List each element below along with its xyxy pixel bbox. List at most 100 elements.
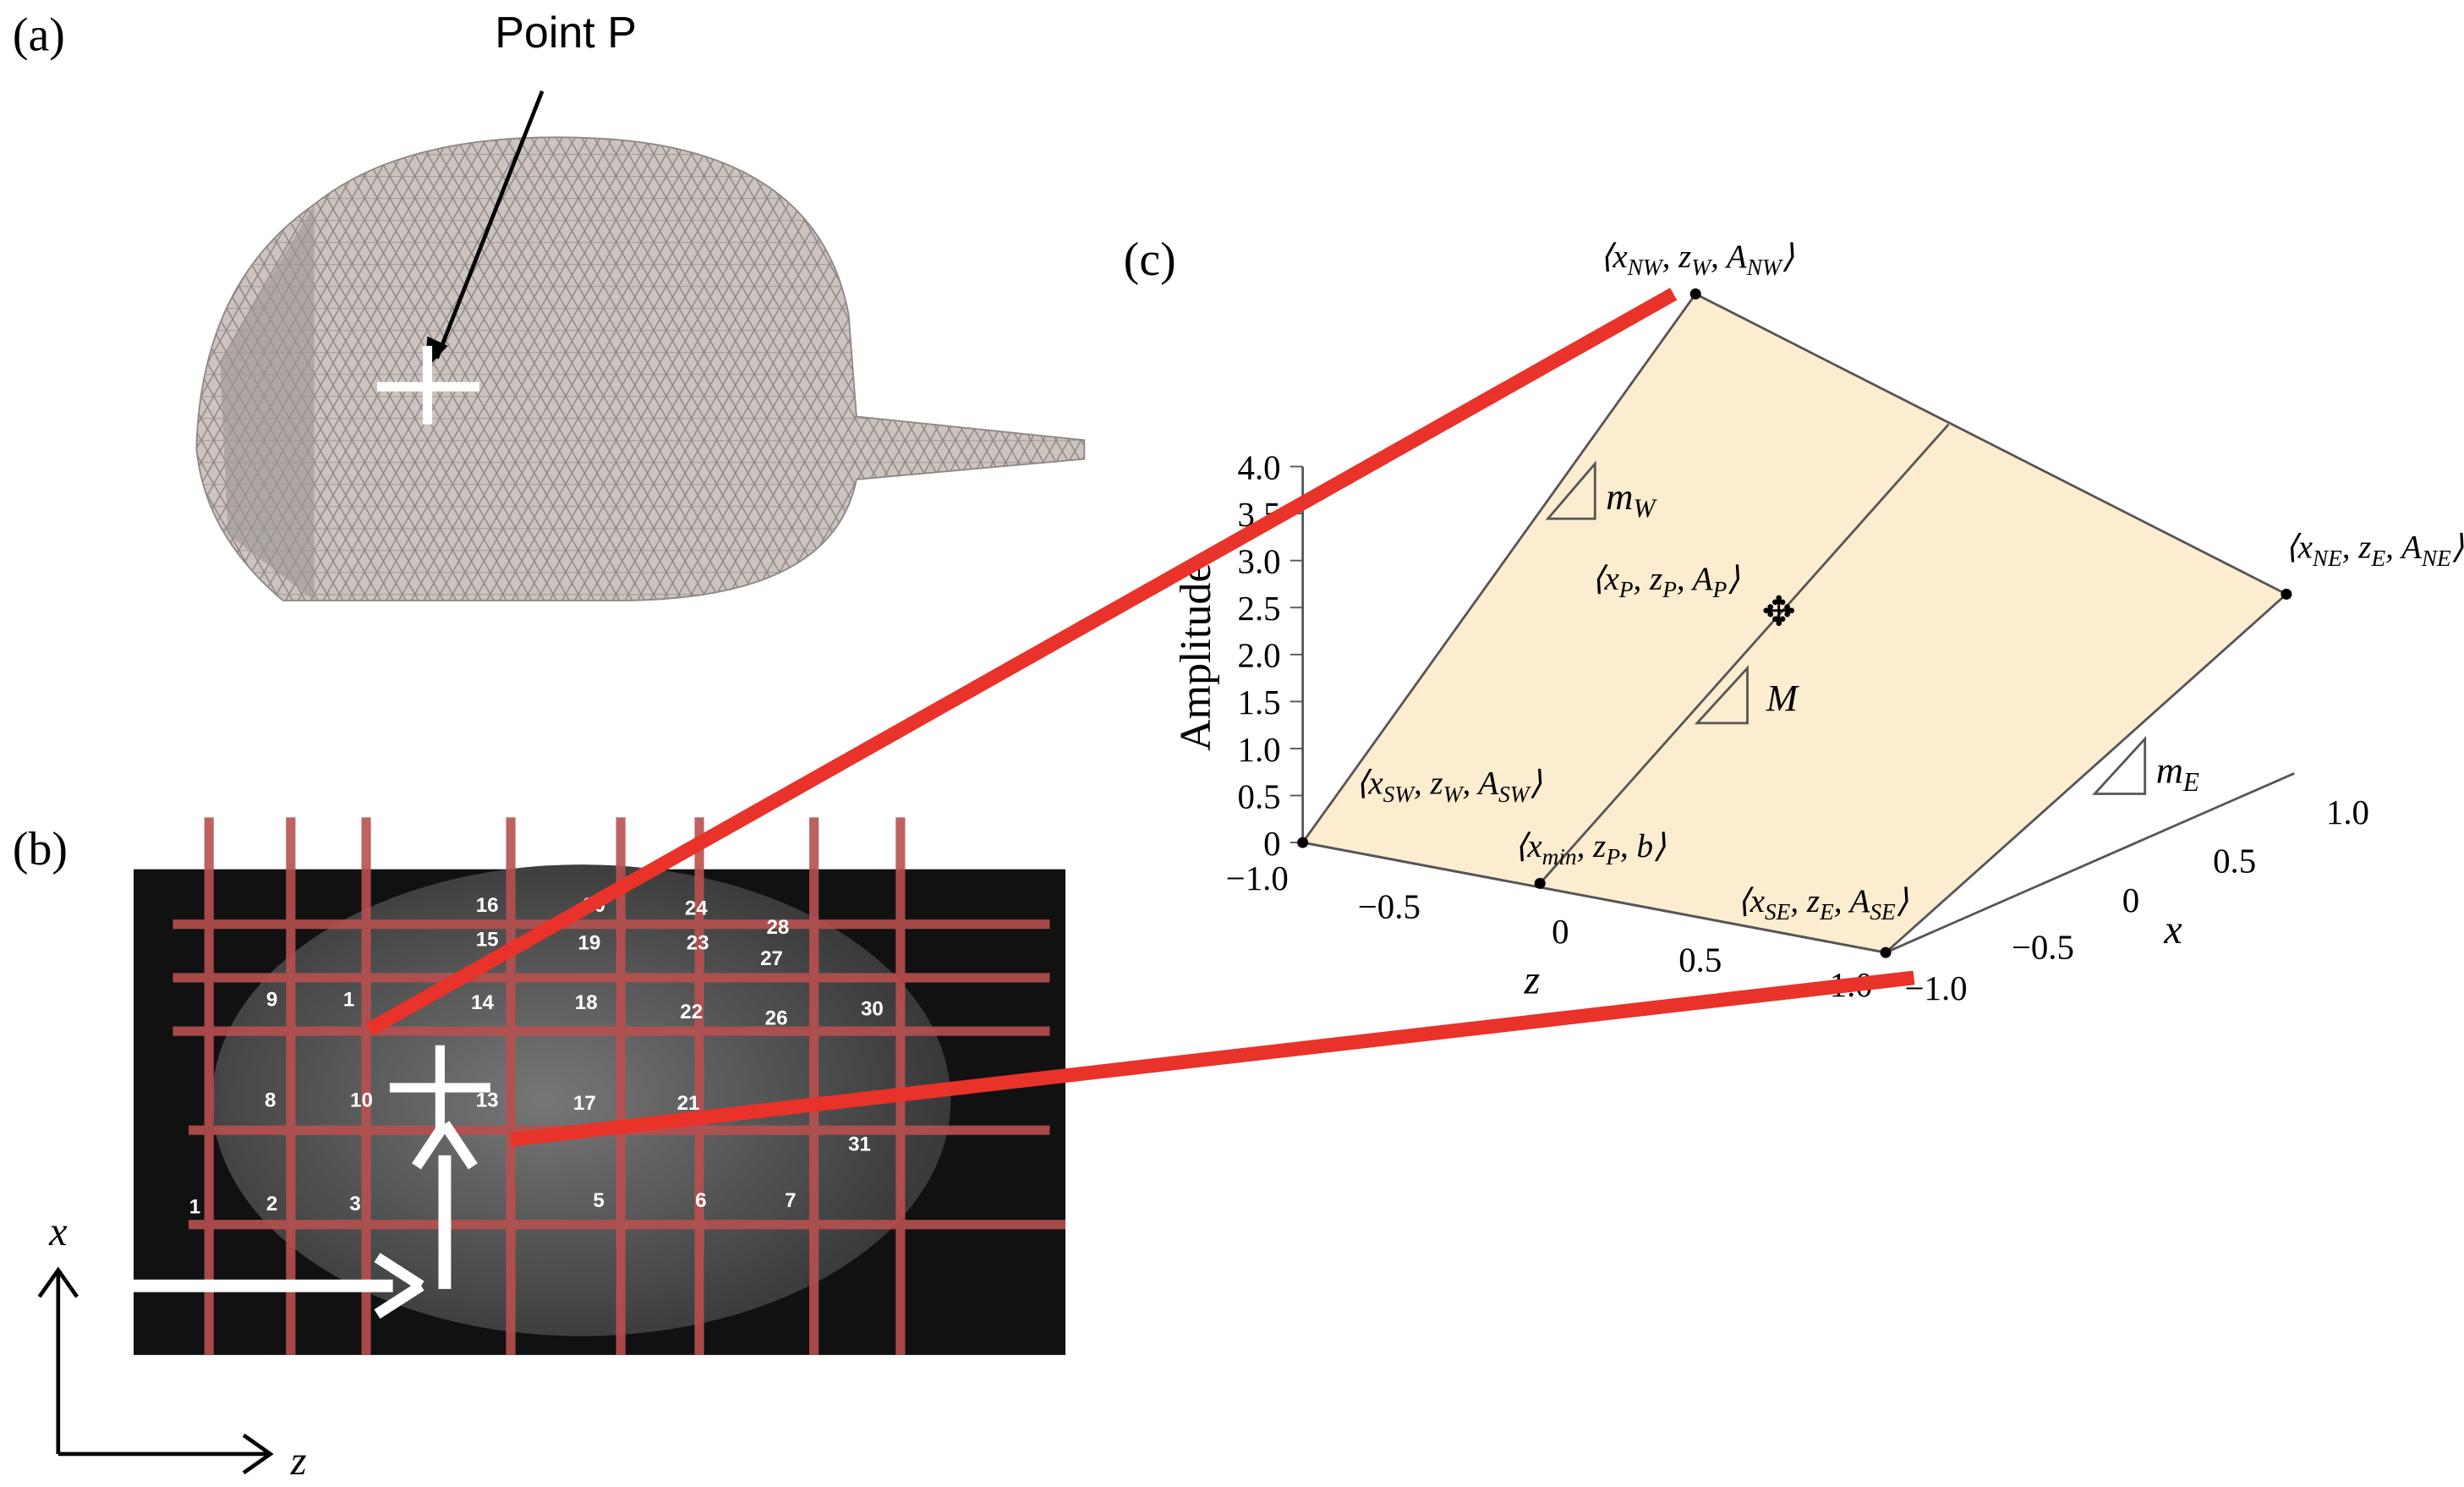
tick-label: 0.5 — [1678, 941, 1722, 979]
math-text: ⟨x — [1514, 828, 1542, 864]
math-text: , b⟩ — [1620, 828, 1666, 864]
tick-label: 1.0 — [2326, 793, 2369, 831]
math-text: ⟩ — [1530, 765, 1542, 801]
subscript: min — [1542, 844, 1577, 870]
sensor-label: 22 — [680, 1001, 703, 1023]
tick-label: 0 — [1552, 913, 1569, 951]
sensor-label: 26 — [765, 1007, 788, 1030]
sensor-label: 31 — [848, 1133, 871, 1155]
corner-dot — [1689, 288, 1701, 300]
subscript: P — [1662, 577, 1677, 602]
sensor-label: 23 — [687, 931, 709, 954]
cross — [389, 1045, 490, 1129]
tick-label: 0.5 — [2213, 842, 2256, 880]
tick-label: 0 — [2122, 881, 2139, 919]
math-label: mE — [2156, 749, 2199, 796]
axis-label: Amplitude — [1172, 563, 1220, 752]
math-text: ⟨x — [1355, 765, 1383, 801]
tick-label: 0 — [1263, 825, 1280, 863]
sensor-label: 2 — [266, 1193, 277, 1215]
sensor-label: 21 — [677, 1092, 700, 1115]
tick-label: −0.5 — [1358, 887, 1421, 925]
subscript: W — [1634, 493, 1658, 523]
panel-label: (c) — [1124, 233, 1176, 286]
sensor-label: 6 — [695, 1189, 706, 1212]
tick-label: 1.0 — [1238, 731, 1281, 769]
tick-label: 1.5 — [1238, 683, 1281, 722]
math-label: ⟨xNW, zW, ANW⟩ — [1600, 239, 1794, 280]
sensor-label: 1 — [343, 988, 354, 1011]
sensor-label: 7 — [785, 1189, 796, 1212]
subscript: NE — [2421, 546, 2451, 571]
sensor-labels: 1620242815192327911418222630810131721311… — [189, 894, 884, 1219]
math-text: , z — [1577, 828, 1607, 864]
subscript: SW — [1383, 782, 1416, 807]
math-text: , z — [1790, 883, 1820, 919]
math-text: , z — [1662, 239, 1692, 275]
subscript: E — [1819, 899, 1834, 925]
mesh-body — [195, 136, 1086, 601]
sensor-label: 28 — [767, 916, 790, 939]
math-text: ⟨x — [1738, 883, 1766, 919]
math-text: , A — [2385, 530, 2422, 566]
math-text: ⟨x — [1591, 561, 1619, 597]
math-text: ⟨x — [2285, 530, 2313, 566]
math-label: ⟨xSW, zW, ASW⟩ — [1355, 765, 1542, 806]
sensor-label: 24 — [685, 897, 708, 920]
sensor-label: 9 — [266, 988, 277, 1011]
plot-3d: 00.51.01.52.02.53.03.54.0−1.0−0.500.51.0… — [1172, 239, 2464, 1007]
slope-triangles — [1545, 460, 2147, 795]
math-text: , z — [1634, 561, 1663, 597]
red-connector — [510, 970, 1915, 1147]
math-text: , A — [1834, 883, 1870, 919]
sensor-label: 13 — [476, 1089, 499, 1111]
axis-label: z — [290, 1439, 307, 1484]
arrow-heads — [374, 1121, 478, 1320]
corner-dot — [1880, 947, 1892, 958]
tick-label: −1.0 — [1904, 969, 1967, 1007]
math-text: , A — [1677, 561, 1713, 597]
red-connector — [365, 288, 1678, 1036]
subscript: SW — [1498, 782, 1531, 807]
point-marker: ✥ — [1761, 589, 1795, 636]
sensor-label: 10 — [350, 1089, 373, 1111]
math-text: m — [2156, 749, 2183, 791]
white-arrows — [134, 1155, 452, 1292]
math-text: , z — [2342, 530, 2372, 566]
subscript: NE — [2312, 546, 2342, 571]
sensor-label: 16 — [476, 894, 499, 917]
point-label: Point P — [495, 8, 637, 58]
subscript: P — [1618, 577, 1634, 602]
math-text: ⟨x — [1600, 239, 1628, 275]
pointer — [435, 90, 545, 359]
math-text: M — [1766, 677, 1800, 719]
tick-label: 2.0 — [1238, 637, 1281, 675]
panel-label: (a) — [13, 8, 65, 61]
subscript: NW — [1627, 255, 1664, 280]
sensor-label: 30 — [861, 997, 884, 1020]
tick-label: 0.5 — [1238, 777, 1281, 815]
math-text: , A — [1711, 239, 1747, 275]
sensor-label: 15 — [476, 929, 499, 952]
math-label: ⟨xP, zP, AP⟩ — [1591, 561, 1739, 602]
axis-label: z — [1524, 957, 1541, 1002]
tick-label: 4.0 — [1238, 448, 1281, 486]
math-text: m — [1606, 475, 1633, 518]
corner-dot — [2281, 588, 2292, 600]
subscript: SE — [1870, 899, 1896, 925]
cross — [377, 345, 479, 425]
sensor-label: 27 — [760, 947, 783, 970]
math-text: ⟩ — [1896, 883, 1908, 919]
sensor-label: 5 — [593, 1189, 604, 1212]
subscript: E — [2182, 767, 2199, 797]
corner-dot — [1297, 837, 1309, 848]
sensor-label: 18 — [575, 991, 598, 1014]
tick-label: 3.0 — [1238, 543, 1281, 581]
corner-dot — [1534, 877, 1546, 889]
tick-label: −0.5 — [2012, 929, 2074, 967]
math-label: ⟨xNE, zE, ANE⟩ — [2285, 530, 2464, 571]
math-text: ⟩ — [1782, 239, 1794, 275]
